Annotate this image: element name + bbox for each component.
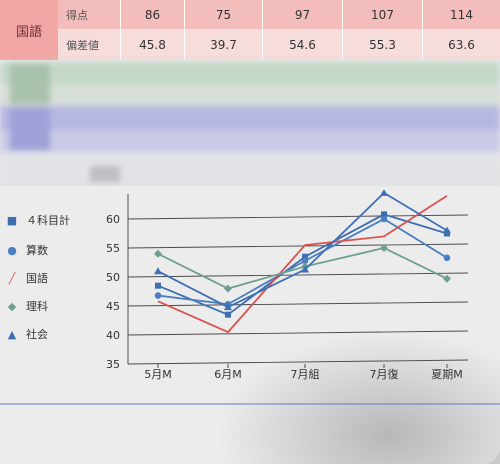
triangle-point bbox=[443, 226, 451, 234]
circle-point bbox=[301, 257, 309, 265]
circle-marker-icon: ● bbox=[7, 243, 17, 257]
circle-point bbox=[380, 215, 388, 223]
triangle-marker-icon: ▲ bbox=[7, 327, 17, 341]
triangle-point bbox=[380, 190, 388, 196]
gridline bbox=[127, 359, 469, 365]
diamond-marker-icon: ◆ bbox=[7, 299, 17, 313]
gridline bbox=[127, 301, 469, 307]
gridlines bbox=[127, 214, 469, 365]
deviation-cell: 54.6 bbox=[262, 30, 342, 59]
legend-label: 理科 bbox=[26, 300, 48, 313]
series-line bbox=[157, 191, 448, 309]
series-line bbox=[157, 195, 448, 334]
circle-point bbox=[154, 292, 162, 299]
x-tick-label: 7月組 bbox=[291, 368, 320, 381]
y-tick-label: 40 bbox=[106, 329, 120, 342]
legend-label: 算数 bbox=[26, 244, 48, 257]
legend-item: ╱ 国語 bbox=[6, 270, 48, 286]
gridline bbox=[127, 243, 469, 249]
deviation-cell: 55.3 bbox=[342, 30, 422, 59]
legend-label: 国語 bbox=[26, 272, 48, 285]
triangle-point bbox=[154, 267, 162, 275]
y-tick-label: 60 bbox=[106, 213, 120, 226]
square-point bbox=[225, 311, 231, 318]
series-line bbox=[157, 213, 448, 316]
y-tick-label: 45 bbox=[106, 300, 120, 313]
x-axis: 5月M 6月M 7月組 7月復 夏期M bbox=[144, 364, 463, 381]
diamond-point bbox=[443, 274, 451, 283]
square-marker-icon: ■ bbox=[6, 213, 18, 227]
series-group bbox=[154, 190, 451, 334]
gridline bbox=[127, 330, 469, 336]
x-tick-label: 5月M bbox=[144, 368, 172, 381]
y-tick-label: 50 bbox=[106, 271, 120, 284]
square-point bbox=[302, 253, 308, 260]
legend-label: ４科目計 bbox=[26, 214, 70, 227]
score-cell: 97 bbox=[262, 0, 342, 29]
y-tick-label: 35 bbox=[106, 358, 120, 371]
triangle-point bbox=[301, 265, 309, 273]
score-cell: 75 bbox=[184, 0, 262, 29]
legend-label: 社会 bbox=[26, 328, 48, 341]
circle-point bbox=[443, 254, 451, 262]
deviation-cell: 63.6 bbox=[422, 30, 500, 59]
score-cell: 114 bbox=[422, 0, 500, 29]
triangle-point bbox=[224, 303, 232, 311]
gridline bbox=[127, 272, 469, 278]
legend-item: ■ ４科目計 bbox=[6, 212, 70, 228]
x-tick-label: 7月復 bbox=[370, 368, 399, 381]
row-label-score: 得点 bbox=[58, 0, 120, 29]
square-point bbox=[155, 282, 161, 289]
chart-panel bbox=[0, 186, 500, 464]
score-cell: 86 bbox=[120, 0, 184, 29]
line-marker-icon: ╱ bbox=[8, 271, 16, 285]
row-label-deviation: 偏差値 bbox=[58, 30, 120, 59]
gridline bbox=[127, 214, 469, 220]
legend-item: ▲ 社会 bbox=[6, 326, 48, 342]
legend-item: ● 算数 bbox=[6, 242, 48, 258]
subject-cell: 国語 bbox=[0, 0, 59, 60]
deviation-cell: 39.7 bbox=[184, 30, 262, 59]
square-point bbox=[381, 211, 387, 218]
diamond-point bbox=[224, 284, 232, 293]
diamond-point bbox=[380, 244, 388, 252]
x-tick-label: 夏期M bbox=[431, 368, 463, 381]
deviation-cell: 45.8 bbox=[120, 30, 184, 59]
legend-item: ◆ 理科 bbox=[6, 298, 48, 314]
hand-shadow bbox=[215, 330, 500, 464]
y-axis: 35 40 45 50 55 60 bbox=[106, 194, 129, 371]
diamond-point bbox=[154, 249, 162, 258]
y-tick-label: 55 bbox=[106, 242, 120, 255]
x-tick-label: 6月M bbox=[214, 368, 242, 381]
score-cell: 107 bbox=[342, 0, 422, 29]
score-table: 国語 得点 偏差値 86 75 97 107 114 45.8 39.7 54.… bbox=[0, 0, 500, 62]
